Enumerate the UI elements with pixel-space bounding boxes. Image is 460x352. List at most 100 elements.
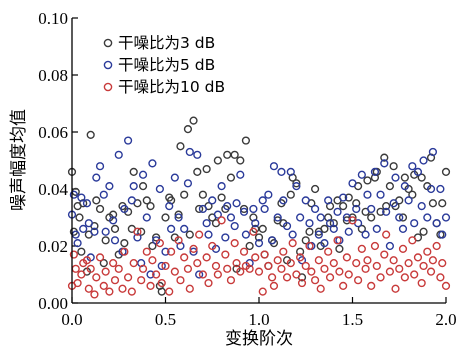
data-point [311, 276, 320, 285]
data-point [286, 190, 295, 199]
data-point [408, 190, 417, 199]
data-point [99, 281, 108, 291]
data-point [138, 182, 148, 191]
data-point [86, 130, 95, 139]
data-point [79, 224, 88, 234]
data-point [90, 290, 99, 299]
data-point [82, 199, 92, 208]
data-point [376, 190, 385, 199]
data-point [339, 281, 348, 291]
data-point [267, 236, 277, 245]
series-3 [67, 216, 451, 299]
data-point [211, 261, 221, 271]
data-point [69, 250, 78, 259]
data-point [174, 213, 183, 222]
data-point [138, 170, 148, 179]
data-point [335, 244, 344, 253]
data-point [324, 196, 333, 205]
data-point [296, 213, 305, 222]
data-point [428, 256, 438, 265]
data-point [264, 261, 273, 271]
data-point [398, 213, 408, 222]
data-point [413, 167, 423, 177]
data-point [391, 284, 400, 293]
data-point [226, 173, 236, 182]
data-point [333, 207, 342, 216]
data-point [391, 173, 400, 182]
data-point [367, 281, 376, 291]
data-point [92, 273, 101, 282]
data-point [254, 267, 264, 276]
data-point [152, 270, 161, 279]
data-point [110, 276, 120, 285]
data-point [75, 213, 84, 222]
data-point [333, 236, 342, 245]
x-tick-label: 1.5 [342, 310, 363, 329]
data-point [307, 267, 316, 276]
data-point [342, 253, 351, 262]
data-point [395, 264, 404, 273]
data-point [344, 227, 353, 236]
data-point [110, 236, 120, 245]
data-point [84, 284, 93, 293]
data-point [348, 216, 357, 225]
data-points [67, 116, 451, 299]
data-point [363, 176, 372, 185]
data-point [288, 239, 297, 248]
data-point [316, 213, 325, 222]
data-point [124, 273, 133, 282]
data-point [77, 270, 86, 279]
data-point [417, 278, 426, 288]
data-point [286, 167, 295, 177]
data-point [436, 273, 445, 282]
data-point [282, 273, 292, 282]
data-point [382, 202, 391, 211]
data-point [254, 233, 264, 242]
data-point [363, 256, 372, 265]
data-point [324, 247, 333, 256]
legend: 干噪比为3 dB 干噪比为5 dB 干噪比为10 dB [103, 34, 225, 96]
data-point [226, 213, 236, 222]
data-point [305, 241, 314, 251]
data-point [193, 259, 202, 268]
data-point [109, 216, 118, 225]
data-point [260, 204, 269, 214]
legend-marker [103, 60, 113, 70]
data-point [221, 250, 230, 259]
data-point [236, 267, 245, 276]
data-point [165, 202, 174, 211]
data-point [389, 256, 398, 265]
data-point [348, 179, 357, 188]
data-point [161, 247, 170, 256]
data-point [198, 270, 208, 279]
x-tick-label: 0.0 [61, 310, 82, 329]
legend-marker [103, 38, 113, 48]
data-point [127, 287, 136, 296]
data-point [279, 196, 288, 205]
data-point [316, 284, 325, 293]
data-point [232, 199, 241, 208]
data-point [82, 256, 92, 265]
data-point [193, 150, 202, 159]
data-point [408, 162, 417, 171]
data-point [357, 244, 366, 253]
data-point [277, 264, 286, 273]
data-point [167, 247, 176, 256]
data-point [152, 233, 161, 242]
data-point [189, 247, 198, 256]
data-point [155, 239, 164, 248]
data-point [176, 276, 185, 285]
data-point [170, 173, 179, 182]
data-point [101, 236, 110, 245]
data-point [344, 270, 353, 279]
data-point [137, 227, 146, 236]
data-point [325, 273, 335, 282]
data-point [404, 259, 413, 268]
data-point [249, 227, 258, 236]
data-point [410, 270, 419, 279]
legend-marker [103, 82, 113, 92]
data-point [432, 241, 441, 251]
data-point [114, 264, 123, 273]
data-point [277, 167, 286, 177]
data-point [129, 167, 138, 177]
